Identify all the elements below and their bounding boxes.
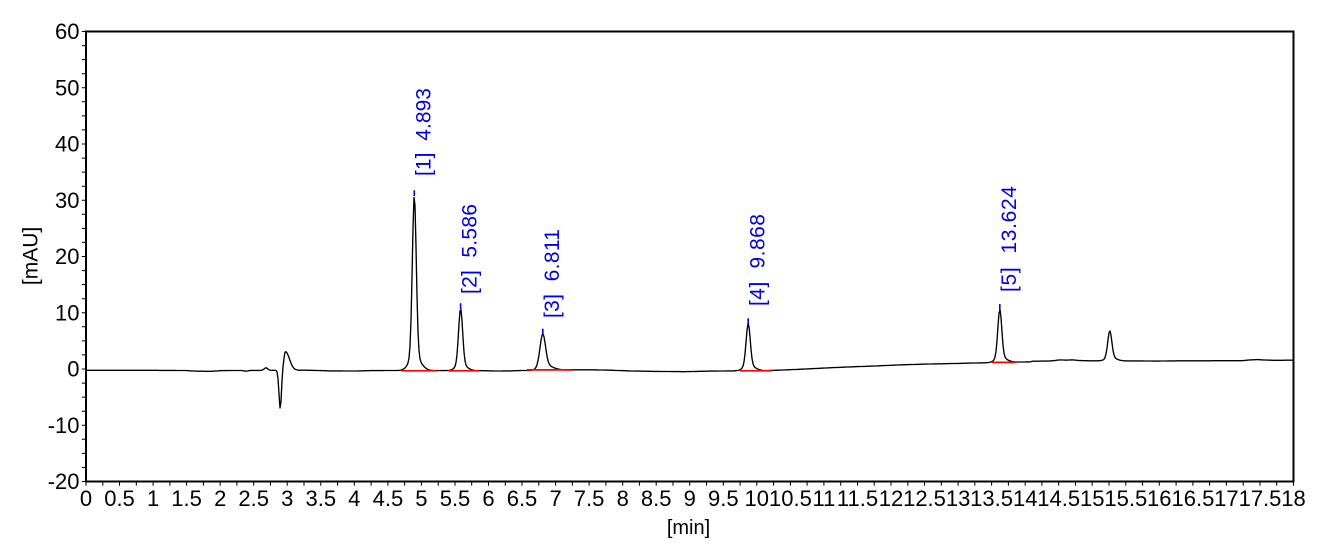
svg-text:[5] 13.624: [5] 13.624 xyxy=(998,186,1021,292)
svg-text:14.5: 14.5 xyxy=(1037,486,1080,511)
svg-text:2.5: 2.5 xyxy=(238,486,269,511)
svg-text:7.5: 7.5 xyxy=(574,486,605,511)
svg-text:15.5: 15.5 xyxy=(1104,486,1147,511)
svg-text:30: 30 xyxy=(55,188,79,213)
svg-text:12: 12 xyxy=(879,486,903,511)
svg-text:14: 14 xyxy=(1013,486,1037,511)
svg-text:4.5: 4.5 xyxy=(373,486,404,511)
svg-text:11: 11 xyxy=(812,486,835,511)
svg-text:17: 17 xyxy=(1214,486,1238,511)
svg-text:-20: -20 xyxy=(48,469,80,494)
svg-text:-10: -10 xyxy=(48,413,80,438)
svg-text:0.5: 0.5 xyxy=(104,486,135,511)
svg-text:3: 3 xyxy=(281,486,293,511)
svg-text:3.5: 3.5 xyxy=(306,486,337,511)
svg-text:15: 15 xyxy=(1080,486,1104,511)
svg-text:50: 50 xyxy=(55,75,79,100)
svg-text:[4] 9.868: [4] 9.868 xyxy=(746,214,769,306)
svg-text:10: 10 xyxy=(745,486,769,511)
svg-text:8: 8 xyxy=(617,486,629,511)
svg-text:13: 13 xyxy=(946,486,970,511)
svg-text:[2] 5.586: [2] 5.586 xyxy=(459,204,482,294)
svg-text:17.5: 17.5 xyxy=(1239,486,1282,511)
svg-text:5.5: 5.5 xyxy=(440,486,471,511)
svg-text:4: 4 xyxy=(348,486,360,511)
svg-text:2: 2 xyxy=(214,486,226,511)
svg-text:7: 7 xyxy=(549,486,561,511)
svg-text:[3] 6.811: [3] 6.811 xyxy=(541,229,564,318)
svg-text:13.5: 13.5 xyxy=(970,486,1013,511)
svg-text:9.5: 9.5 xyxy=(708,486,739,511)
svg-text:18: 18 xyxy=(1281,486,1305,511)
svg-text:6.5: 6.5 xyxy=(507,486,538,511)
svg-text:16: 16 xyxy=(1147,486,1171,511)
svg-text:8.5: 8.5 xyxy=(641,486,672,511)
svg-text:6: 6 xyxy=(482,486,494,511)
svg-text:0: 0 xyxy=(67,357,79,382)
svg-text:[min]: [min] xyxy=(667,517,710,539)
svg-text:12.5: 12.5 xyxy=(903,486,946,511)
svg-text:40: 40 xyxy=(55,132,79,157)
svg-text:16.5: 16.5 xyxy=(1171,486,1214,511)
svg-text:0: 0 xyxy=(80,486,92,511)
svg-text:[mAU]: [mAU] xyxy=(19,227,42,285)
svg-text:10.5: 10.5 xyxy=(769,486,812,511)
svg-text:20: 20 xyxy=(55,244,79,269)
svg-text:11.5: 11.5 xyxy=(837,486,878,511)
svg-text:9: 9 xyxy=(684,486,696,511)
svg-text:1: 1 xyxy=(147,486,159,511)
svg-text:[1] 4.893: [1] 4.893 xyxy=(412,88,435,176)
svg-text:10: 10 xyxy=(55,300,79,325)
svg-text:60: 60 xyxy=(55,19,79,44)
svg-text:1.5: 1.5 xyxy=(171,486,202,511)
svg-text:5: 5 xyxy=(415,486,427,511)
